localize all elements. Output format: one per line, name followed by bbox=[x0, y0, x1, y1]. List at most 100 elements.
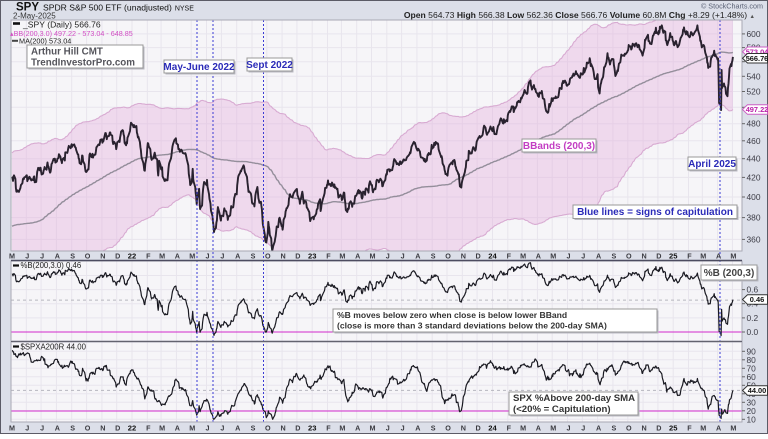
svg-text:%B(200,3.0) 0.46: %B(200,3.0) 0.46 bbox=[21, 261, 82, 270]
svg-text:380: 380 bbox=[747, 213, 761, 223]
svg-text:S: S bbox=[251, 252, 256, 261]
svg-text:O: O bbox=[626, 424, 632, 433]
svg-text:A: A bbox=[716, 424, 721, 433]
svg-text:O: O bbox=[445, 252, 451, 261]
svg-text:M: M bbox=[9, 252, 15, 261]
svg-text:J: J bbox=[25, 252, 29, 261]
svg-text:M: M bbox=[159, 424, 165, 433]
svg-text:A: A bbox=[175, 424, 180, 433]
svg-text:A: A bbox=[175, 252, 180, 261]
svg-text:BBands (200,3): BBands (200,3) bbox=[523, 141, 595, 152]
svg-text:80: 80 bbox=[747, 355, 757, 365]
svg-text:O: O bbox=[85, 424, 91, 433]
svg-text:F: F bbox=[326, 424, 331, 433]
svg-text:360: 360 bbox=[747, 234, 761, 244]
svg-text:N: N bbox=[461, 424, 466, 433]
svg-text:N: N bbox=[280, 424, 285, 433]
svg-text:M: M bbox=[370, 424, 376, 433]
svg-text:D: D bbox=[115, 252, 120, 261]
svg-text:A: A bbox=[596, 424, 601, 433]
svg-text:J: J bbox=[567, 252, 571, 261]
svg-text:MA(200) 573.04: MA(200) 573.04 bbox=[19, 37, 71, 46]
svg-text:N: N bbox=[100, 424, 105, 433]
svg-text:0.46: 0.46 bbox=[750, 295, 764, 304]
svg-text:24: 24 bbox=[488, 252, 497, 261]
svg-text:J: J bbox=[25, 424, 29, 433]
svg-text:S: S bbox=[612, 424, 617, 433]
svg-text:A: A bbox=[415, 252, 420, 261]
svg-text:D: D bbox=[656, 252, 661, 261]
svg-text:J: J bbox=[567, 424, 571, 433]
svg-text:M: M bbox=[339, 424, 345, 433]
svg-text:O: O bbox=[265, 252, 271, 261]
svg-text:A: A bbox=[235, 252, 240, 261]
svg-text:A: A bbox=[716, 252, 721, 261]
svg-text:O: O bbox=[626, 252, 632, 261]
svg-text:10: 10 bbox=[747, 414, 757, 424]
svg-text:A: A bbox=[55, 252, 60, 261]
svg-text:J: J bbox=[206, 424, 210, 433]
svg-text:J: J bbox=[220, 424, 224, 433]
svg-text:S: S bbox=[612, 252, 617, 261]
svg-text:420: 420 bbox=[747, 172, 761, 182]
svg-text:M: M bbox=[159, 252, 165, 261]
svg-text:N: N bbox=[280, 252, 285, 261]
svg-text:Open 564.73 High 566.38 Low 56: Open 564.73 High 566.38 Low 562.36 Close… bbox=[404, 10, 755, 20]
svg-text:(<20% = Capitulation): (<20% = Capitulation) bbox=[513, 404, 611, 415]
svg-text:23: 23 bbox=[308, 252, 316, 261]
svg-text:Sept 2022: Sept 2022 bbox=[246, 60, 293, 71]
svg-text:M: M bbox=[189, 252, 195, 261]
svg-text:O: O bbox=[265, 424, 271, 433]
svg-text:M: M bbox=[370, 252, 376, 261]
svg-text:573.04: 573.04 bbox=[746, 48, 768, 57]
svg-text:2-May-2025: 2-May-2025 bbox=[13, 12, 56, 21]
svg-text:M: M bbox=[730, 252, 736, 261]
svg-text:D: D bbox=[475, 252, 480, 261]
svg-text:D: D bbox=[295, 424, 300, 433]
svg-text:F: F bbox=[507, 252, 512, 261]
svg-text:M: M bbox=[339, 252, 345, 261]
svg-text:%B moves below zero when close: %B moves below zero when close is below … bbox=[337, 310, 567, 320]
svg-text:D: D bbox=[656, 424, 661, 433]
svg-text:© StockCharts.com: © StockCharts.com bbox=[701, 2, 763, 11]
svg-text:M: M bbox=[189, 424, 195, 433]
svg-text:S: S bbox=[431, 252, 436, 261]
svg-text:S: S bbox=[431, 424, 436, 433]
svg-text:A: A bbox=[415, 424, 420, 433]
svg-text:_SPY (Daily) 566.76: _SPY (Daily) 566.76 bbox=[22, 19, 101, 29]
svg-text:$SPXA200R 44.00: $SPXA200R 44.00 bbox=[21, 343, 87, 352]
svg-text:J: J bbox=[40, 424, 44, 433]
svg-text:25: 25 bbox=[669, 252, 678, 261]
svg-text:M: M bbox=[520, 252, 526, 261]
svg-text:N: N bbox=[461, 252, 466, 261]
svg-text:A: A bbox=[536, 252, 541, 261]
svg-text:A: A bbox=[355, 252, 360, 261]
svg-text:Blue lines = signs of capitula: Blue lines = signs of capitulation bbox=[577, 207, 733, 218]
svg-text:O: O bbox=[445, 424, 451, 433]
svg-text:A: A bbox=[235, 424, 240, 433]
svg-text:J: J bbox=[401, 252, 405, 261]
svg-text:A: A bbox=[536, 424, 541, 433]
svg-text:F: F bbox=[146, 252, 151, 261]
svg-text:F: F bbox=[146, 424, 151, 433]
svg-text:44.00: 44.00 bbox=[748, 386, 767, 395]
svg-text:A: A bbox=[55, 424, 60, 433]
svg-text:O: O bbox=[85, 252, 91, 261]
svg-text:M: M bbox=[730, 424, 736, 433]
svg-text:%B (200,3): %B (200,3) bbox=[704, 268, 755, 279]
svg-text:23: 23 bbox=[308, 424, 316, 433]
svg-text:F: F bbox=[687, 252, 692, 261]
svg-text:70: 70 bbox=[747, 363, 757, 373]
svg-text:22: 22 bbox=[128, 252, 136, 261]
svg-text:600: 600 bbox=[747, 29, 761, 39]
svg-text:A: A bbox=[355, 424, 360, 433]
svg-text:60: 60 bbox=[747, 372, 757, 382]
svg-text:J: J bbox=[386, 424, 390, 433]
svg-text:540: 540 bbox=[747, 71, 761, 81]
svg-text:SPX %Above 200-day SMA: SPX %Above 200-day SMA bbox=[513, 393, 635, 404]
svg-text:(close is more than 3 standard: (close is more than 3 standard deviation… bbox=[337, 321, 607, 331]
svg-text:520: 520 bbox=[747, 87, 761, 97]
svg-text:▴BB(200,3.0) 497.22 - 573.04 -: ▴BB(200,3.0) 497.22 - 573.04 - 648.85 bbox=[10, 29, 133, 38]
svg-text:J: J bbox=[40, 252, 44, 261]
